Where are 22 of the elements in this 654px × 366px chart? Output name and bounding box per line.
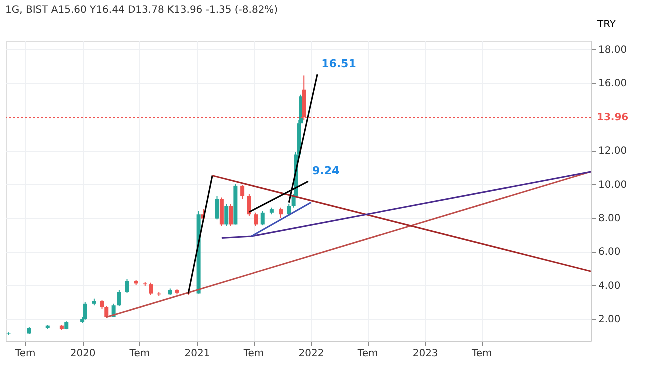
y-tick-label: 8.00 <box>598 213 621 224</box>
chart-title: 1G, BIST A15.60 Y16.44 D13.78 K13.96 -1.35 (-8.82%) <box>6 5 278 16</box>
y-tick-label: 18.00 <box>598 44 628 56</box>
y-tick-label: 12.00 <box>598 146 628 158</box>
x-tick-label: Tem <box>470 348 492 360</box>
ref-line-label: 13.96 <box>597 112 629 124</box>
y-tick-label: 6.00 <box>598 247 621 258</box>
x-tick-label: Tem <box>14 348 36 360</box>
x-tick-label: Tem <box>356 348 378 360</box>
x-tick-label: 2022 <box>298 348 324 360</box>
x-tick-label: 2020 <box>70 348 96 360</box>
y-tick-label: 16.00 <box>598 78 628 90</box>
x-tick-label: 2021 <box>184 348 210 360</box>
y-tick-label: 4.00 <box>598 280 621 292</box>
x-tick-label: Tem <box>128 348 150 360</box>
y-tick-label: 10.00 <box>598 180 628 191</box>
x-tick-label: Tem <box>242 348 264 360</box>
y-axis-title: TRY <box>596 20 617 30</box>
y-tick-label: 2.00 <box>598 314 621 326</box>
x-tick-label: 2023 <box>412 348 438 360</box>
annotation: 9.24 <box>312 164 340 178</box>
annotation: 16.51 <box>322 58 356 71</box>
